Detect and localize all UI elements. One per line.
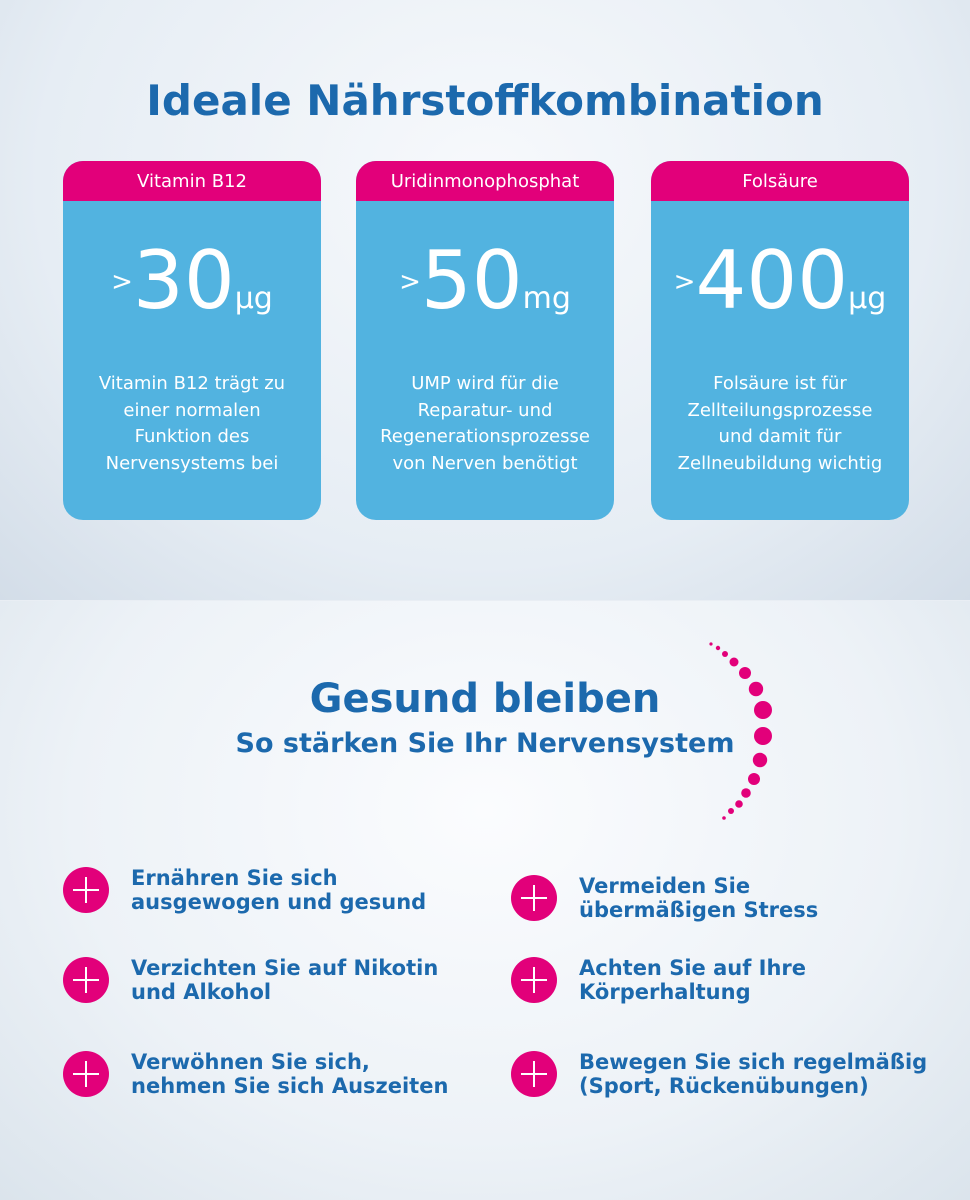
plus-icon xyxy=(63,867,109,913)
card-description: Folsäure ist für Zellteilungsprozesse un… xyxy=(677,373,883,474)
card-amount: >50mg xyxy=(399,234,571,327)
card-amount: >30µg xyxy=(111,234,273,327)
section-title: Ideale Nährstoffkombination xyxy=(146,76,824,125)
tip-item: Verzichten Sie auf Nikotin und Alkohol xyxy=(63,956,463,1004)
tip-item: Bewegen Sie sich regelmäßig (Sport, Rück… xyxy=(511,1050,931,1098)
card-header: Uridinmonophosphat xyxy=(356,161,614,201)
tips-subtitle: So stärken Sie Ihr Nervensystem xyxy=(235,728,735,759)
card-header: Vitamin B12 xyxy=(63,161,321,201)
plus-icon xyxy=(63,1051,109,1097)
tip-item: Verwöhnen Sie sich, nehmen Sie sich Ausz… xyxy=(63,1050,463,1098)
nutrient-card-b12: Vitamin B12 >30µg Vitamin B12 trägt zu e… xyxy=(63,161,321,520)
card-description: UMP wird für die Reparatur- und Regenera… xyxy=(380,373,590,474)
card-header: Folsäure xyxy=(651,161,909,201)
plus-icon xyxy=(511,957,557,1003)
tip-item: Vermeiden Sie übermäßigen Stress xyxy=(511,874,911,922)
tip-item: Achten Sie auf Ihre Körperhaltung xyxy=(511,956,911,1004)
plus-icon xyxy=(63,957,109,1003)
plus-icon xyxy=(511,875,557,921)
nutrient-section: Ideale Nährstoffkombination Vitamin B12 … xyxy=(0,0,970,600)
nutrient-card-ump: Uridinmonophosphat >50mg UMP wird für di… xyxy=(356,161,614,520)
tip-item: Ernähren Sie sich ausgewogen und gesund xyxy=(63,866,463,914)
card-amount: >400µg xyxy=(673,234,887,327)
plus-icon xyxy=(511,1051,557,1097)
nutrient-card-folsaeure: Folsäure >400µg Folsäure ist für Zelltei… xyxy=(651,161,909,520)
tips-title: Gesund bleiben xyxy=(309,676,661,722)
card-description: Vitamin B12 trägt zu einer normalen Funk… xyxy=(98,373,286,474)
tips-section xyxy=(0,600,970,1200)
